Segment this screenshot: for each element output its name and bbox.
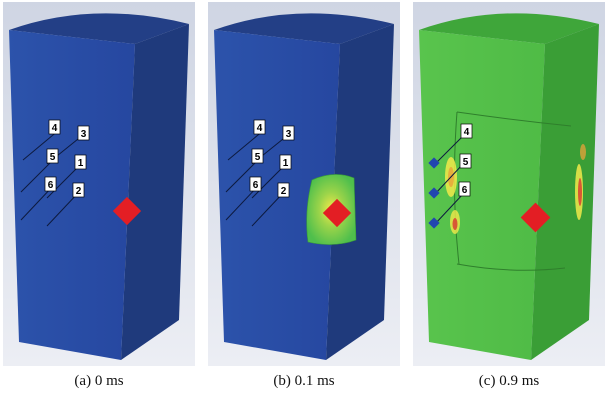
block-side-face (531, 24, 599, 360)
gauge-label-3: 3 (286, 129, 292, 140)
block-side-face (121, 24, 189, 360)
gauge-lines (20, 129, 84, 227)
block-top-face (9, 13, 189, 44)
panel-c: 4 5 6 (413, 2, 605, 366)
gauge-label-1: 1 (78, 158, 84, 169)
model-view-a: 4 3 5 1 6 2 (3, 2, 195, 366)
gauge-label-3: 3 (81, 129, 87, 140)
stress-hotspots-right (575, 144, 586, 220)
gauge-label-6: 6 (253, 180, 259, 191)
gauge-label-2: 2 (76, 186, 82, 197)
gauge-labels: 4 5 6 (458, 123, 473, 197)
model-view-c: 4 5 6 (413, 2, 605, 366)
gauge-label-6: 6 (462, 185, 468, 196)
panel-b: 4 3 5 1 6 2 (208, 2, 400, 366)
gauge-labels: 4 3 5 1 6 2 (44, 119, 90, 198)
gauge-label-5: 5 (255, 152, 261, 163)
panel-a: 4 3 5 1 6 2 (3, 2, 195, 366)
model-view-b: 4 3 5 1 6 2 (208, 2, 400, 366)
caption-c: (c) 0.9 ms (478, 373, 540, 389)
gauge-label-2: 2 (281, 186, 287, 197)
block-front-face (419, 30, 545, 360)
block-top-face (419, 13, 599, 44)
gauge-label-4: 4 (464, 127, 470, 138)
gauge-label-5: 5 (463, 157, 469, 168)
block-top-face (214, 13, 394, 44)
caption-a: (a) 0 ms (74, 373, 124, 389)
gauge-label-6: 6 (48, 180, 54, 191)
gauge-labels: 4 3 5 1 6 2 (249, 119, 295, 198)
caption-b: (b) 0.1 ms (273, 373, 335, 389)
gauge-label-1: 1 (283, 158, 289, 169)
block-front-face (214, 30, 340, 360)
block-front-face (9, 30, 135, 360)
impact-marker (520, 202, 551, 233)
gauge-lines (434, 133, 466, 225)
gauge-label-5: 5 (50, 152, 56, 163)
gauge-label-4: 4 (257, 123, 263, 134)
gauge-label-4: 4 (52, 123, 58, 134)
block-side-face (326, 24, 394, 360)
